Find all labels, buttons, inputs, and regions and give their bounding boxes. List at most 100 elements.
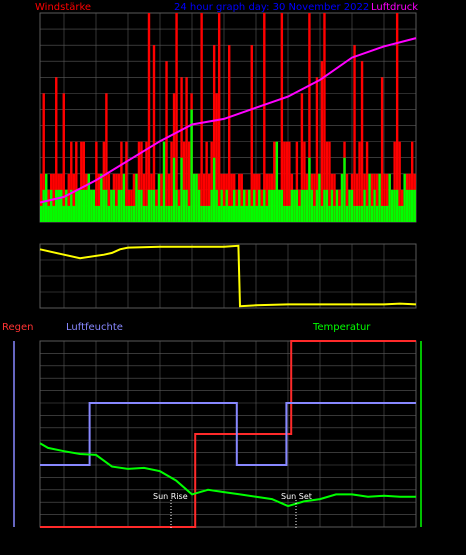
wind-gust-bar (80, 141, 83, 222)
wind-gust-bar (212, 45, 216, 223)
wind-gust-bar (355, 173, 359, 222)
wind-average-bar (72, 205, 75, 222)
wind-average-bar (55, 189, 58, 222)
wind-average-bar (250, 205, 253, 222)
wind-gust-bar (82, 141, 86, 222)
wind-average-bar (42, 189, 45, 222)
wind-average-bar (105, 189, 108, 222)
wind-average-bar (47, 205, 50, 222)
wind-average-bar (358, 205, 361, 222)
wind-average-bar (150, 189, 153, 222)
wind-average-bar (82, 189, 86, 222)
wind-average-bar (115, 205, 118, 222)
wind-average-bar (243, 189, 246, 222)
wind-gust-bar (303, 141, 306, 222)
wind-gust-bar (75, 141, 78, 222)
temperature-line (39, 442, 416, 508)
wind-average-bar (278, 189, 281, 222)
wind-gust-bar (283, 141, 286, 222)
wind-average-bar (75, 189, 78, 222)
wind-average-bar (360, 205, 364, 222)
wind-gust-bar (62, 93, 65, 222)
wind-average-bar (77, 189, 81, 222)
wind-average-bar (365, 205, 369, 222)
wind-average-bar (323, 189, 326, 222)
wind-gust-bar (40, 173, 43, 222)
wind-average-bar (57, 189, 60, 222)
wind-gust-bar (380, 77, 384, 222)
wind-average-bar (413, 189, 416, 222)
wind-average-bar (197, 189, 201, 222)
wind-average-bar (52, 205, 55, 222)
wind-gust-bar (120, 141, 123, 222)
wind-average-bar (145, 205, 148, 222)
wind-average-bar (112, 189, 116, 222)
wind-gust-bar (142, 173, 146, 222)
rain-line (40, 340, 416, 528)
wind-gust-bar (140, 141, 143, 222)
wind-average-bar (350, 189, 354, 222)
wind-average-bar (353, 205, 356, 222)
wind-gust-bar (180, 77, 183, 222)
wind-average-bar (258, 189, 261, 222)
wind-gust-bar (205, 141, 208, 222)
wind-gust-bar (263, 13, 266, 222)
wind-gust-bar (320, 61, 324, 222)
wind-average-bar (393, 189, 396, 222)
wind-average-bar (280, 189, 284, 222)
wind-average-bar (370, 205, 374, 222)
wind-gust-bar (308, 13, 311, 222)
wind-gust-bar (215, 93, 218, 222)
wind-average-bar (97, 205, 101, 222)
wind-average-bar (50, 189, 53, 222)
wind-average-bar (348, 189, 351, 222)
wind-average-bar (335, 189, 339, 222)
wind-average-bar (170, 205, 173, 222)
wind-average-bar (300, 189, 304, 222)
wind-average-bar (293, 189, 296, 222)
wind-gust-bar (295, 141, 299, 222)
wind-average-bar (65, 189, 68, 222)
wind-average-bar (398, 205, 401, 222)
wind-gust-bar (280, 13, 284, 222)
wind-average-bar (238, 189, 241, 222)
wind-average-bar (155, 205, 158, 222)
wind-average-bar (390, 189, 394, 222)
wind-average-bar (207, 205, 211, 222)
wind-gust-bar (167, 173, 171, 222)
wind-average-bar (60, 189, 63, 222)
wind-average-bar (45, 173, 48, 222)
wind-gust-bar (107, 173, 111, 222)
wind-average-bar (130, 205, 133, 222)
wind-average-bar (410, 189, 414, 222)
wind-average-bar (185, 189, 188, 222)
wind-gust-bar (160, 173, 163, 222)
wind-average-bar (225, 189, 228, 222)
wind-gust-bar (410, 141, 414, 222)
wind-average-bar (303, 189, 306, 222)
wind-gust-bar (55, 77, 58, 222)
wind-average-bar (127, 205, 131, 222)
wind-gust-bar (222, 173, 226, 222)
wind-average-bar (295, 189, 299, 222)
wind-gust-bar (265, 173, 269, 222)
wind-gust-bar (273, 141, 276, 222)
sunrise-annotation: Sun Rise (153, 492, 188, 501)
wind-average-bar (137, 189, 141, 222)
wind-average-bar (215, 189, 218, 222)
wind-average-bar (100, 173, 103, 222)
wind-gust-bar (187, 141, 191, 222)
wind-average-bar (125, 205, 128, 222)
wind-gust-bar (230, 173, 233, 222)
direction-line (39, 244, 417, 308)
wind-gust-bar (70, 141, 73, 222)
wind-average-bar (385, 205, 389, 222)
wind-average-bar (40, 205, 43, 222)
wind-average-bar (212, 157, 216, 222)
wind-gust-bar (333, 173, 336, 222)
wind-gust-bar (345, 173, 349, 222)
wind-average-bar (375, 205, 379, 222)
wind-average-bar (202, 205, 206, 222)
wind-average-bar (328, 205, 331, 222)
